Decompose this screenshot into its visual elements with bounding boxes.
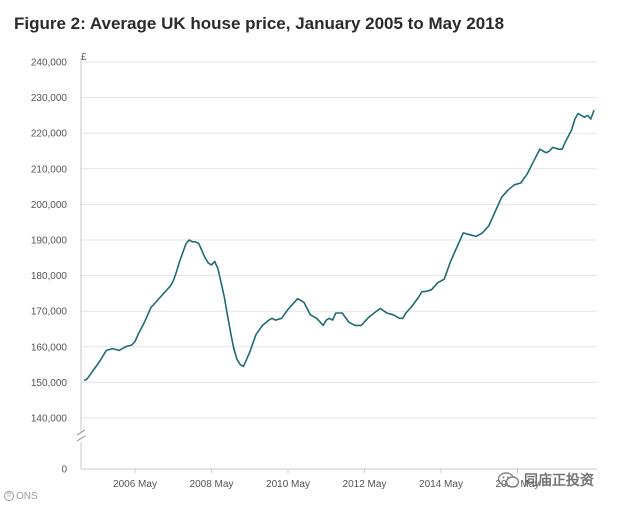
y-tick-label: 240,000 — [31, 58, 68, 69]
gridlines — [81, 61, 597, 419]
x-tick-label: 2008 May — [190, 479, 234, 490]
y-tick-label: 140,000 — [31, 414, 68, 425]
y-zero-label: 0 — [61, 465, 67, 476]
x-tick-label: 2012 May — [343, 479, 387, 490]
y-unit-label: £ — [81, 52, 87, 63]
x-tick-label: 2010 May — [266, 479, 310, 490]
y-tick-label: 230,000 — [31, 93, 68, 104]
x-tick-label: 2006 May — [113, 479, 157, 490]
y-tick-label: 200,000 — [31, 200, 68, 211]
wechat-icon — [497, 471, 520, 489]
axis-break-mark — [76, 429, 86, 436]
copyright-icon: © — [4, 491, 14, 502]
y-axis: 240,000 230,000 220,000 210,000 200,000 190,0… — [31, 52, 87, 476]
y-tick-label: 220,000 — [31, 129, 68, 140]
watermark: 同庙正投资 — [497, 470, 594, 490]
y-tick-label: 160,000 — [31, 342, 68, 353]
chart-title: Figure 2: Average UK house price, Januar… — [14, 14, 505, 33]
x-tick-label: 2014 May — [419, 479, 463, 490]
watermark-text: 同庙正投资 — [524, 473, 594, 489]
y-tick-label: 190,000 — [31, 236, 68, 247]
source-credit-text: ONS — [16, 491, 38, 502]
source-credit: © ONS — [4, 491, 38, 502]
y-tick-label: 180,000 — [31, 271, 68, 282]
axis-break-mark — [76, 435, 86, 442]
series-line — [83, 109, 595, 382]
y-tick-label: 170,000 — [31, 307, 68, 318]
series-layer — [83, 109, 595, 382]
y-tick-label: 150,000 — [31, 378, 68, 389]
y-tick-label: 210,000 — [31, 164, 68, 175]
